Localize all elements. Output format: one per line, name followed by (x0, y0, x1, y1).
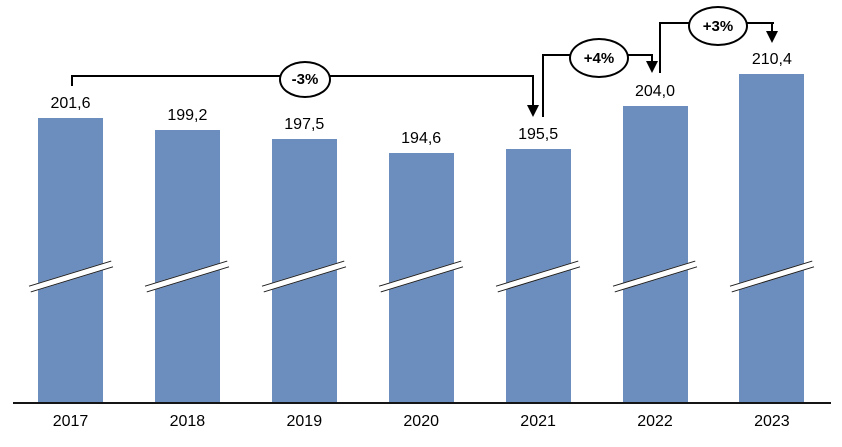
x-axis-label: 2020 (403, 413, 439, 430)
value-label: 194,6 (401, 130, 442, 147)
annotation-line (659, 22, 661, 73)
x-axis-label: 2018 (169, 413, 206, 430)
x-axis-label: 2021 (520, 413, 556, 430)
annotation-line (542, 54, 544, 117)
value-label: 210,4 (751, 51, 792, 68)
x-axis-label: 2023 (754, 413, 790, 430)
value-label: 204,0 (634, 83, 676, 100)
value-label: 197,5 (284, 115, 325, 133)
arrow-down-icon (527, 105, 539, 117)
value-label: 199,2 (167, 107, 208, 124)
annotation-line (771, 22, 773, 32)
x-axis-label: 2022 (637, 413, 673, 430)
bar-2023 (739, 74, 805, 403)
bar-2022 (622, 106, 688, 403)
arrow-down-icon (766, 31, 778, 43)
annotation-badge: +4% (569, 38, 629, 78)
annotation-badge: +3% (688, 6, 748, 46)
x-axis-label: 2019 (286, 413, 323, 430)
x-axis-label: 2017 (52, 413, 89, 430)
x-axis-line (13, 402, 831, 404)
value-label: 195,5 (518, 125, 559, 143)
annotation-line (532, 75, 534, 107)
annotation-line (651, 54, 653, 63)
bar-2017 (38, 118, 103, 403)
annotation-badge: -3% (279, 61, 331, 98)
value-label: 201,6 (50, 95, 91, 112)
arrow-down-icon (646, 61, 658, 73)
annotation-line (71, 75, 73, 86)
